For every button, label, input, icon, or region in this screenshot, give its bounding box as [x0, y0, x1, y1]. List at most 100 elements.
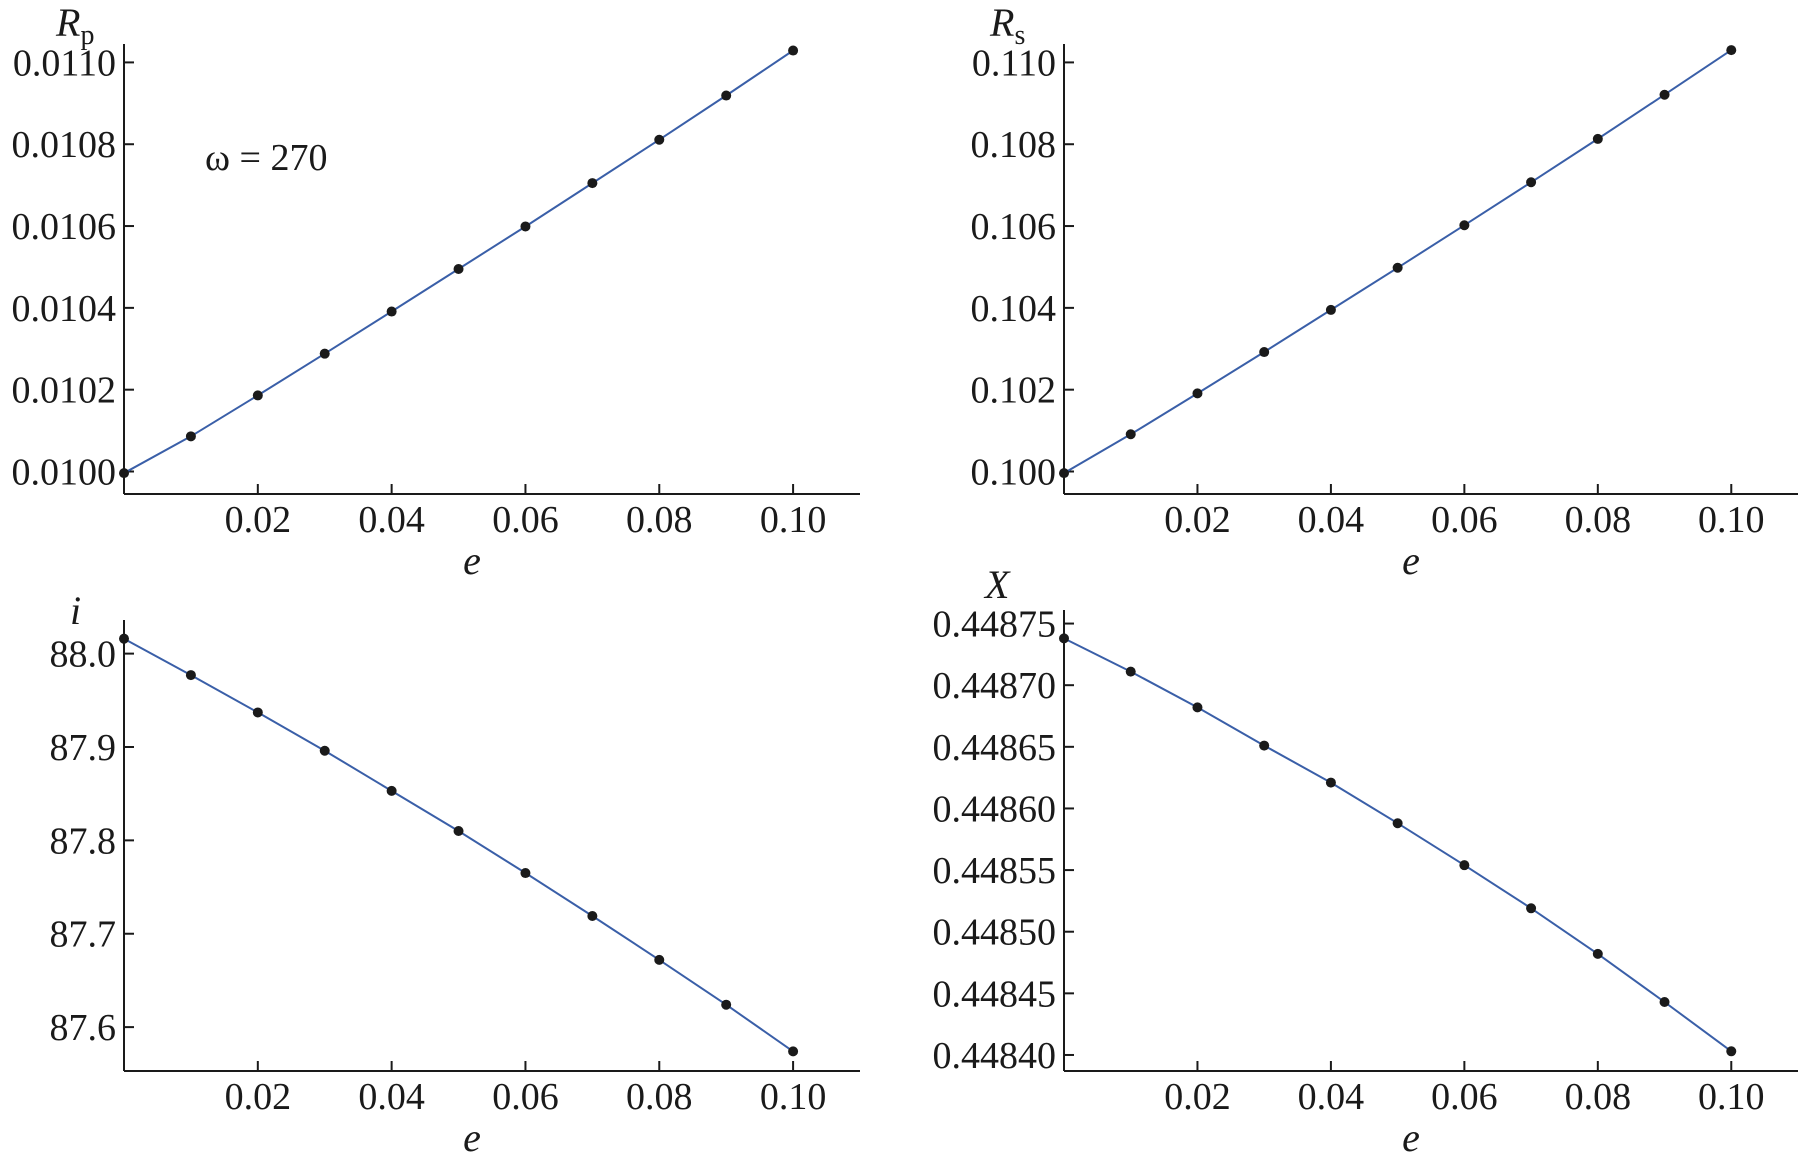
- x-tick-label: 0.08: [626, 1076, 693, 1118]
- y-axis-label: i: [70, 588, 81, 633]
- data-point: [587, 178, 598, 189]
- y-tick-label: 88.0: [50, 634, 117, 676]
- data-point: [1192, 702, 1203, 713]
- data-point: [119, 633, 129, 644]
- data-point: [1259, 740, 1270, 751]
- y-tick-label: 0.0108: [12, 124, 117, 166]
- data-point: [185, 670, 196, 681]
- data-point: [1059, 468, 1069, 479]
- data-point: [1192, 388, 1203, 399]
- panel-3: 0.02 0.04 0.06 0.08 0.10 87.6 87.7 87.8 87.9 88.0…: [50, 588, 860, 1160]
- x-axis-label: e: [1402, 538, 1420, 583]
- x-tick-label: 0.10: [760, 499, 827, 541]
- data-point: [1125, 666, 1136, 677]
- data-point: [1726, 1046, 1737, 1057]
- x-tick-label: 0.02: [1164, 1076, 1231, 1118]
- data-point: [721, 999, 732, 1010]
- y-tick-label: 0.0102: [12, 370, 117, 412]
- x-tick-label: 0.08: [1565, 1076, 1632, 1118]
- x-tick-label: 0.10: [1698, 1076, 1765, 1118]
- x-tick-label: 0.08: [1565, 499, 1632, 541]
- data-point: [520, 868, 531, 879]
- data-point: [453, 264, 464, 274]
- y-tick-label: 0.0100: [12, 452, 117, 494]
- data-point: [119, 468, 129, 479]
- data-point: [1325, 304, 1336, 315]
- x-tick-label: 0.06: [1431, 499, 1498, 541]
- series-line: [123, 637, 794, 1053]
- x-tick-label: 0.06: [1431, 1076, 1498, 1118]
- data-point: [1392, 262, 1403, 273]
- data-point: [1592, 948, 1603, 959]
- x-tick-label: 0.02: [225, 499, 292, 541]
- data-point: [1125, 429, 1136, 440]
- x-tick-label: 0.04: [1298, 499, 1365, 541]
- y-tick-label: 87.6: [50, 1007, 117, 1049]
- data-point: [1459, 220, 1470, 231]
- data-point: [1459, 860, 1470, 871]
- y-tick-label: 0.44855: [933, 850, 1057, 892]
- data-point: [386, 306, 397, 317]
- y-tick-label: 0.44860: [933, 788, 1057, 830]
- x-tick-label: 0.10: [760, 1076, 827, 1118]
- y-tick-label: 0.104: [971, 288, 1057, 330]
- data-point: [520, 221, 531, 232]
- y-tick-label: 0.0106: [12, 206, 117, 248]
- y-axis-label: Rp: [55, 0, 94, 51]
- x-axis-label: e: [463, 1115, 481, 1160]
- x-axis-label: e: [1402, 1115, 1420, 1160]
- data-point: [1592, 133, 1603, 144]
- data-point: [1259, 347, 1270, 358]
- x-tick-label: 0.04: [358, 499, 425, 541]
- x-tick-label: 0.04: [1298, 1076, 1365, 1118]
- y-tick-label: 87.7: [50, 914, 117, 956]
- series-line: [1063, 637, 1732, 1053]
- x-tick-label: 0.06: [492, 499, 559, 541]
- y-tick-label: 0.102: [971, 370, 1057, 412]
- data-point: [1059, 633, 1069, 644]
- panel-1: 0.02 0.04 0.06 0.08 0.10 0.0100 0.0102 0.0104 0.…: [12, 0, 860, 583]
- y-tick-label: 0.108: [971, 124, 1057, 166]
- data-point: [1325, 777, 1336, 788]
- x-tick-label: 0.08: [626, 499, 693, 541]
- data-point: [1392, 818, 1403, 829]
- data-point: [721, 90, 732, 101]
- series-line: [1063, 49, 1732, 474]
- data-point: [1659, 89, 1670, 100]
- x-tick-label: 0.10: [1698, 499, 1765, 541]
- x-tick-label: 0.02: [225, 1076, 292, 1118]
- x-tick-label: 0.04: [358, 1076, 425, 1118]
- y-tick-label: 0.44850: [933, 912, 1057, 954]
- series-line: [123, 49, 794, 474]
- y-tick-label: 0.106: [971, 206, 1057, 248]
- data-point: [654, 134, 665, 145]
- data-point: [453, 826, 464, 837]
- y-tick-label: 0.0104: [12, 288, 117, 330]
- y-tick-label: 0.44845: [933, 973, 1057, 1015]
- y-tick-label: 0.0110: [13, 42, 116, 84]
- data-point: [654, 954, 665, 965]
- data-point: [386, 785, 397, 796]
- data-point: [788, 1046, 799, 1057]
- data-point: [252, 390, 263, 401]
- y-axis-label: X: [983, 562, 1011, 607]
- panel-4: 0.02 0.04 0.06 0.08 0.10 0.44840 0.44845 0.4485…: [933, 562, 1798, 1160]
- y-tick-label: 0.44865: [933, 727, 1057, 769]
- panel-2: 0.02 0.04 0.06 0.08 0.10 0.100 0.102 0.104 0.106…: [971, 0, 1798, 583]
- data-point: [1526, 903, 1537, 914]
- y-tick-label: 0.44840: [933, 1035, 1057, 1077]
- y-tick-label: 87.9: [50, 727, 117, 769]
- data-point: [1726, 45, 1737, 56]
- data-point: [587, 910, 598, 921]
- data-point: [1526, 177, 1537, 188]
- data-point: [252, 707, 263, 718]
- data-point: [319, 745, 330, 756]
- x-axis-label: e: [463, 538, 481, 583]
- y-axis-label: Rs: [989, 0, 1025, 51]
- y-tick-label: 0.100: [971, 452, 1057, 494]
- annotation-omega: ω = 270: [205, 137, 327, 179]
- data-point: [1659, 996, 1670, 1007]
- data-point: [185, 431, 196, 442]
- x-tick-label: 0.02: [1164, 499, 1231, 541]
